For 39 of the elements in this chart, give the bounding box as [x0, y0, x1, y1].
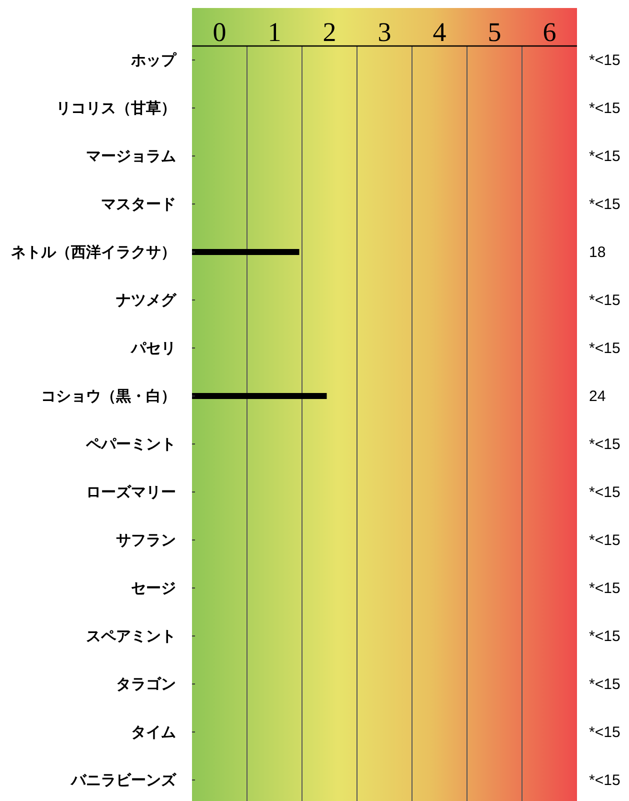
- y-tick-label: スペアミント: [86, 628, 176, 645]
- y-tick-label: ペパーミント: [85, 436, 176, 453]
- text: *<15: [589, 628, 620, 645]
- x-tick-label: 0: [212, 17, 226, 47]
- text: *<15: [589, 676, 620, 693]
- y-tick-label: リコリス（甘草）: [56, 100, 176, 117]
- text: *<15: [589, 196, 620, 213]
- y-tick-label: タラゴン: [116, 676, 176, 693]
- y-tick-label: ローズマリー: [86, 484, 176, 501]
- y-tick-label: マージョラム: [86, 148, 176, 165]
- text: *<15: [589, 340, 620, 357]
- y-tick-label: セージ: [131, 580, 176, 597]
- text: *<15: [589, 724, 620, 741]
- text: 24: [589, 388, 606, 405]
- text: 18: [589, 244, 606, 261]
- x-tick-label: 3: [378, 17, 392, 47]
- x-tick-label: 6: [542, 17, 556, 47]
- y-tick-label: ホップ: [130, 52, 177, 69]
- text: *<15: [589, 532, 620, 549]
- text: *<15: [589, 148, 620, 165]
- x-tick-label: 5: [488, 17, 502, 47]
- y-tick-label: コショウ（黒・白）: [41, 388, 176, 405]
- text: *<15: [589, 772, 620, 789]
- x-tick-label: 2: [322, 17, 336, 47]
- y-tick-label: バニラビーンズ: [70, 772, 177, 789]
- text: *<15: [589, 436, 620, 453]
- y-tick-label: ナツメグ: [116, 292, 177, 309]
- y-tick-label: パセリ: [130, 340, 176, 357]
- text: *<15: [589, 52, 620, 69]
- x-tick-label: 1: [268, 17, 282, 47]
- y-tick-label: マスタード: [101, 196, 176, 213]
- x-tick-label: 4: [432, 17, 447, 47]
- y-tick-label: ネトル（西洋イラクサ）: [11, 244, 176, 261]
- text: *<15: [589, 580, 620, 597]
- text: *<15: [589, 484, 620, 501]
- y-tick-label: タイム: [131, 724, 176, 741]
- text: *<15: [589, 100, 620, 117]
- text: *<15: [589, 292, 620, 309]
- y-tick-label: サフラン: [116, 532, 176, 549]
